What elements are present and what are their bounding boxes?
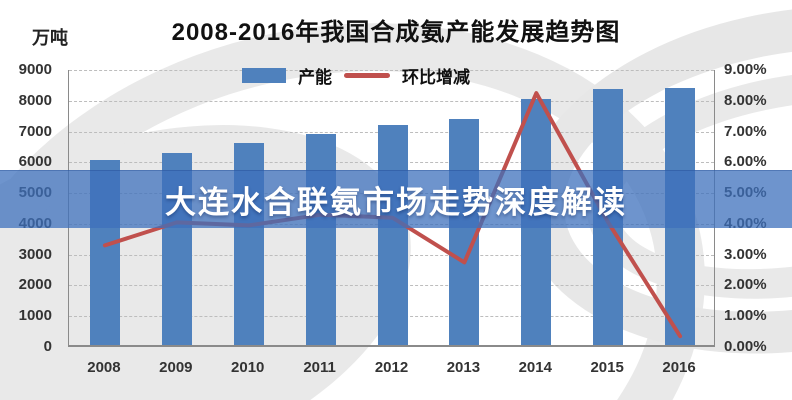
left-axis-tick: 6000	[18, 153, 52, 171]
left-axis-tick: 8000	[18, 91, 52, 109]
right-axis-tick: 8.00%	[724, 91, 767, 109]
capacity-bar-2012	[377, 124, 408, 345]
x-axis-tick-2015: 2015	[590, 359, 624, 376]
right-axis-tick: 0.00%	[724, 338, 767, 355]
left-axis-tick: 9000	[18, 61, 52, 78]
capacity-bar-2011	[305, 134, 336, 345]
right-axis-tick: 2.00%	[724, 276, 767, 294]
x-axis-tick-2010: 2010	[231, 359, 265, 376]
growth-line-swatch-icon	[344, 73, 390, 78]
x-axis-tick-2009: 2009	[159, 359, 193, 376]
x-axis-tick-2013: 2013	[446, 359, 481, 376]
capacity-bar-2013	[449, 118, 480, 345]
right-axis-tick: 7.00%	[724, 122, 767, 140]
x-axis-tick-2011: 2011	[303, 359, 336, 376]
chart-legend: 产能 环比增减	[242, 63, 470, 88]
left-axis-tick: 2000	[18, 276, 52, 294]
overlay-banner-text: 大连水合联氨市场走势深度解读	[165, 185, 627, 220]
legend-label-growth: 环比增减	[402, 68, 470, 87]
gridline	[69, 70, 714, 71]
x-axis-tick-2008: 2008	[87, 359, 121, 376]
overlay-banner: 大连水合联氨市场走势深度解读	[0, 170, 792, 228]
x-axis-tick-2016: 2016	[662, 359, 696, 376]
right-axis-tick: 3.00%	[724, 245, 767, 263]
x-axis-tick-2014: 2014	[518, 359, 552, 376]
left-axis-tick: 7000	[18, 122, 52, 140]
right-axis-tick: 6.00%	[724, 153, 767, 171]
left-axis-tick: 0	[43, 338, 52, 355]
x-axis-tick-2012: 2012	[374, 359, 409, 376]
left-axis-tick: 3000	[18, 245, 52, 263]
y-axis-unit-label: 万吨	[32, 28, 68, 48]
capacity-bar-swatch-icon	[242, 68, 286, 83]
left-axis-tick: 1000	[18, 307, 52, 325]
right-axis-tick: 1.00%	[724, 307, 767, 325]
gridline	[69, 100, 714, 102]
legend-label-capacity: 产能	[298, 68, 332, 87]
right-axis-tick: 9.00%	[724, 61, 767, 78]
chart-title: 2008-2016年我国合成氨产能发展趋势图	[171, 19, 621, 46]
